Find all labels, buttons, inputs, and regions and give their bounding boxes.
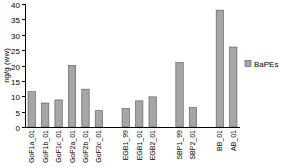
chart-root: 0 5 10 15 20 25 30 35 40 ng/g (ww) GoF1a_01 GoF1b_0… — [0, 0, 288, 167]
x-tick-label: GoF1c_01 — [55, 130, 63, 163]
x-tick-label: AB_01 — [230, 130, 238, 151]
y-tick-label: 30 — [11, 32, 20, 41]
x-tick-label: GoF2c_01 — [95, 130, 103, 163]
y-tick — [22, 127, 25, 128]
bar — [68, 66, 75, 128]
bar — [136, 101, 143, 127]
x-tick-label: EGB1_01 — [136, 130, 144, 160]
bar — [149, 97, 156, 127]
bar — [176, 62, 183, 127]
y-tick — [22, 50, 25, 51]
y-tick-label: 20 — [11, 63, 20, 72]
y-tick-label: 5 — [16, 109, 21, 118]
y-tick — [22, 81, 25, 82]
bar — [122, 109, 129, 127]
bar — [82, 89, 89, 127]
y-tick-label: 25 — [11, 47, 20, 56]
x-tick-label: SBP1_99 — [176, 130, 184, 160]
y-tick — [22, 4, 25, 5]
bar — [216, 10, 223, 127]
x-axis — [25, 127, 240, 128]
bar — [189, 108, 196, 127]
bar — [95, 111, 102, 127]
y-tick — [22, 112, 25, 113]
y-axis — [25, 4, 26, 127]
x-tick-label: EGB2_01 — [149, 130, 157, 160]
y-tick — [22, 19, 25, 20]
x-tick-label: GoF2a_01 — [69, 130, 77, 163]
bar — [230, 47, 237, 127]
y-tick-label: 0 — [16, 124, 21, 133]
chart-svg: 0 5 10 15 20 25 30 35 40 ng/g (ww) GoF1a_01 GoF1b_0… — [0, 0, 288, 167]
y-tick-label: 40 — [11, 1, 20, 10]
legend-label: BaPEs — [254, 60, 278, 69]
y-tick-label: 35 — [11, 16, 20, 25]
legend-swatch — [245, 61, 251, 67]
bars — [28, 10, 237, 127]
x-tick-label: SBP2_01 — [189, 130, 197, 160]
x-tick-label: GoF1b_01 — [42, 130, 50, 163]
y-tick-label: 10 — [11, 93, 20, 102]
bar — [55, 100, 62, 127]
bar — [28, 92, 35, 127]
y-tick — [22, 35, 25, 36]
y-axis-label: ng/g (ww) — [2, 48, 11, 83]
y-tick — [22, 96, 25, 97]
y-tick-label: 15 — [11, 78, 20, 87]
x-tick-label: GoF1a_01 — [28, 130, 36, 163]
y-tick — [22, 66, 25, 67]
x-tick-label: EGB1_99 — [122, 130, 130, 160]
bar — [41, 103, 48, 127]
x-tick-label: GoF2b_01 — [82, 130, 90, 163]
x-tick-label: BB_01 — [216, 130, 224, 151]
